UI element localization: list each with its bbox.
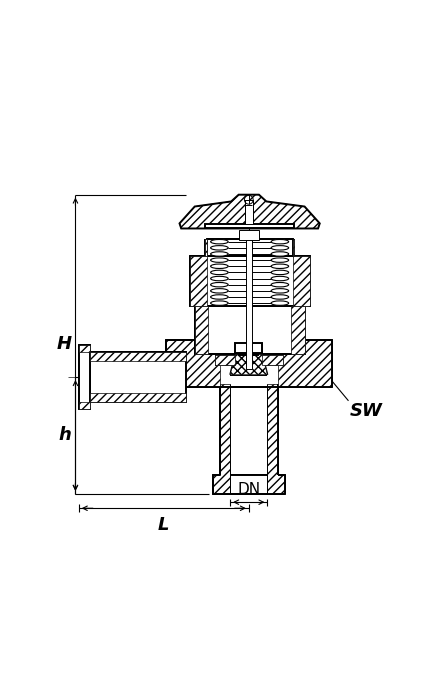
Polygon shape: [205, 239, 207, 256]
Polygon shape: [79, 402, 90, 409]
Ellipse shape: [271, 295, 289, 299]
Polygon shape: [190, 256, 310, 306]
Ellipse shape: [271, 246, 289, 250]
Polygon shape: [293, 256, 310, 306]
Ellipse shape: [211, 288, 228, 293]
Ellipse shape: [271, 270, 289, 274]
Bar: [238, 230, 259, 240]
Polygon shape: [215, 354, 283, 365]
Polygon shape: [277, 340, 331, 387]
Polygon shape: [291, 306, 304, 354]
Polygon shape: [235, 344, 262, 353]
Ellipse shape: [271, 288, 289, 293]
Polygon shape: [293, 239, 294, 256]
Polygon shape: [267, 384, 285, 494]
Polygon shape: [166, 340, 331, 387]
Polygon shape: [205, 225, 294, 228]
Text: h: h: [58, 426, 71, 444]
Polygon shape: [230, 354, 267, 374]
Polygon shape: [207, 239, 293, 256]
Bar: [245, 199, 253, 225]
Ellipse shape: [271, 264, 289, 269]
Ellipse shape: [211, 239, 228, 244]
Text: DN: DN: [237, 482, 260, 497]
Ellipse shape: [211, 258, 228, 262]
Text: L: L: [158, 516, 170, 533]
Polygon shape: [213, 475, 285, 493]
Polygon shape: [90, 393, 186, 402]
Ellipse shape: [211, 283, 228, 287]
Text: SW: SW: [350, 402, 383, 421]
Ellipse shape: [211, 270, 228, 274]
Ellipse shape: [271, 276, 289, 281]
Ellipse shape: [271, 239, 289, 244]
Polygon shape: [195, 306, 208, 354]
Polygon shape: [195, 306, 304, 354]
Ellipse shape: [271, 283, 289, 287]
Polygon shape: [90, 352, 186, 402]
Ellipse shape: [211, 264, 228, 269]
Ellipse shape: [211, 301, 228, 305]
Ellipse shape: [211, 295, 228, 299]
Polygon shape: [90, 352, 186, 361]
Polygon shape: [213, 384, 230, 494]
Polygon shape: [220, 384, 277, 475]
Polygon shape: [262, 354, 283, 365]
Polygon shape: [180, 195, 320, 228]
Polygon shape: [79, 345, 90, 410]
Polygon shape: [79, 345, 90, 352]
Ellipse shape: [271, 301, 289, 305]
Bar: [246, 234, 252, 369]
Ellipse shape: [271, 252, 289, 256]
Polygon shape: [215, 354, 235, 365]
Ellipse shape: [211, 276, 228, 281]
Ellipse shape: [271, 258, 289, 262]
Text: H: H: [57, 335, 72, 354]
Polygon shape: [190, 256, 207, 306]
Ellipse shape: [211, 246, 228, 250]
Polygon shape: [166, 340, 220, 387]
Ellipse shape: [211, 252, 228, 256]
